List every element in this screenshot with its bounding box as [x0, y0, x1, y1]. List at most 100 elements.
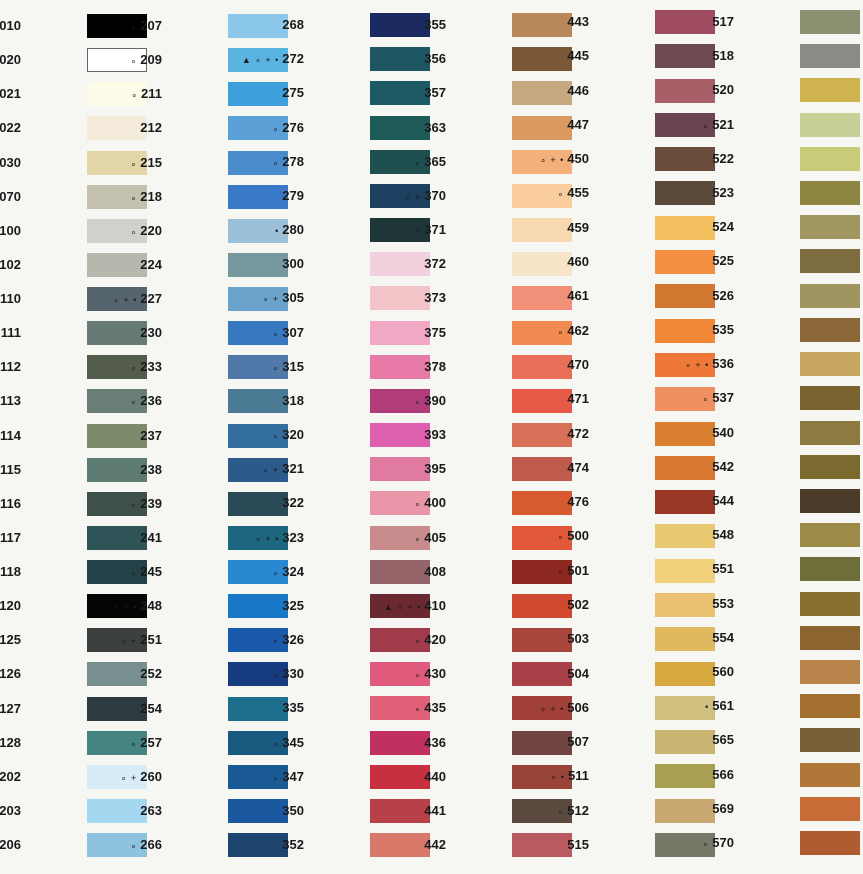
- color-label: ∘ 501: [558, 559, 589, 583]
- color-label: 126: [0, 662, 21, 686]
- color-label: 252: [137, 662, 162, 686]
- color-code: 114: [0, 427, 21, 443]
- availability-markers: ∘: [272, 362, 280, 373]
- color-code: 279: [282, 187, 304, 203]
- color-label: 375: [421, 321, 446, 345]
- color-label: ∘ 307: [273, 321, 304, 345]
- color-code: 239: [140, 495, 162, 511]
- color-swatch: [228, 218, 288, 243]
- color-swatch: [228, 48, 288, 73]
- color-code: 345: [282, 734, 304, 750]
- color-swatch: [655, 558, 715, 583]
- color-code: 254: [140, 700, 162, 716]
- color-swatch: [800, 625, 860, 650]
- color-swatch: [655, 181, 715, 206]
- availability-markers: ∘: [130, 192, 138, 203]
- availability-markers: ∘: [130, 397, 138, 408]
- color-swatch: [655, 421, 715, 446]
- color-code: 356: [424, 51, 446, 67]
- availability-markers: ∘ + •: [540, 155, 565, 166]
- color-code: 522: [712, 150, 734, 166]
- color-swatch: [512, 149, 572, 174]
- availability-markers: ∘: [130, 363, 138, 374]
- color-label: 520: [709, 78, 734, 102]
- color-swatch: [370, 252, 430, 277]
- color-code: 471: [567, 391, 589, 407]
- color-swatch: [655, 44, 715, 69]
- color-label: 507: [564, 730, 589, 754]
- color-code: 355: [424, 17, 446, 32]
- availability-markers: ∘: [130, 841, 138, 851]
- color-code: 318: [282, 392, 304, 408]
- color-code: 325: [282, 597, 304, 613]
- color-code: 378: [424, 358, 446, 374]
- color-code: 030: [0, 154, 21, 170]
- color-swatch: [655, 661, 715, 686]
- color-label: 524: [709, 215, 734, 239]
- color-label: 517: [709, 10, 734, 34]
- color-label: ∘ 215: [131, 151, 162, 175]
- color-label: 279: [279, 184, 304, 208]
- color-code: 322: [282, 495, 304, 511]
- color-code: 320: [282, 427, 304, 442]
- color-label: ∘ 521: [703, 113, 734, 137]
- color-swatch: [655, 215, 715, 240]
- color-swatch: [800, 831, 860, 855]
- color-code: 127: [0, 700, 21, 716]
- color-label: ∘ 209: [131, 48, 162, 72]
- color-code: 524: [712, 219, 734, 235]
- color-code: 211: [141, 86, 162, 102]
- color-label: 268: [279, 13, 304, 37]
- color-code: 470: [567, 356, 589, 372]
- color-code: 476: [567, 494, 589, 510]
- color-swatch: [370, 423, 430, 447]
- color-label: • 280: [275, 218, 304, 242]
- color-code: 435: [424, 700, 446, 716]
- color-swatch: [800, 694, 860, 719]
- color-label: ∘ 390: [415, 389, 446, 413]
- color-label: 224: [137, 253, 162, 277]
- color-code: 245: [140, 564, 162, 579]
- color-code: 110: [0, 291, 21, 306]
- color-swatch: [512, 13, 572, 37]
- color-label: 263: [137, 799, 162, 823]
- color-label: ∘030: [0, 151, 21, 175]
- color-swatch: [512, 764, 572, 789]
- availability-markers: ∘: [414, 670, 422, 681]
- color-swatch: [800, 728, 860, 753]
- color-label: ∘ 500: [558, 524, 589, 548]
- color-swatch: [800, 146, 860, 171]
- color-swatch: [228, 696, 288, 721]
- color-code: 523: [712, 185, 734, 201]
- color-label: 237: [137, 424, 162, 448]
- color-label: 322: [279, 491, 304, 515]
- color-code: 268: [282, 17, 304, 32]
- color-code: 010: [0, 18, 21, 33]
- color-swatch: [87, 798, 147, 823]
- color-swatch: [228, 491, 288, 516]
- color-swatch: [87, 662, 147, 687]
- color-label: 352: [279, 833, 304, 857]
- availability-markers: ∘ +: [120, 772, 138, 783]
- color-label: 393: [421, 423, 446, 447]
- color-label: ∘ + • 506: [540, 696, 589, 720]
- color-code: 347: [282, 768, 304, 784]
- color-code: 363: [424, 119, 446, 135]
- color-swatch: [512, 491, 572, 516]
- color-swatch: [800, 557, 860, 582]
- color-label: 502: [564, 593, 589, 617]
- color-label: 441: [421, 799, 446, 823]
- color-code: 526: [712, 287, 734, 303]
- availability-markers: ∘: [272, 328, 280, 339]
- color-swatch: [512, 525, 572, 550]
- color-swatch: [512, 662, 572, 687]
- color-label: ∘ 512: [558, 799, 589, 823]
- color-swatch: [800, 796, 860, 821]
- color-swatch: [87, 116, 147, 141]
- color-swatch: [228, 82, 288, 107]
- color-swatch: [370, 730, 430, 755]
- color-code: 365: [424, 153, 446, 169]
- color-label: 476: [564, 490, 589, 514]
- color-label: 436: [421, 731, 446, 755]
- color-label: 127: [0, 697, 21, 721]
